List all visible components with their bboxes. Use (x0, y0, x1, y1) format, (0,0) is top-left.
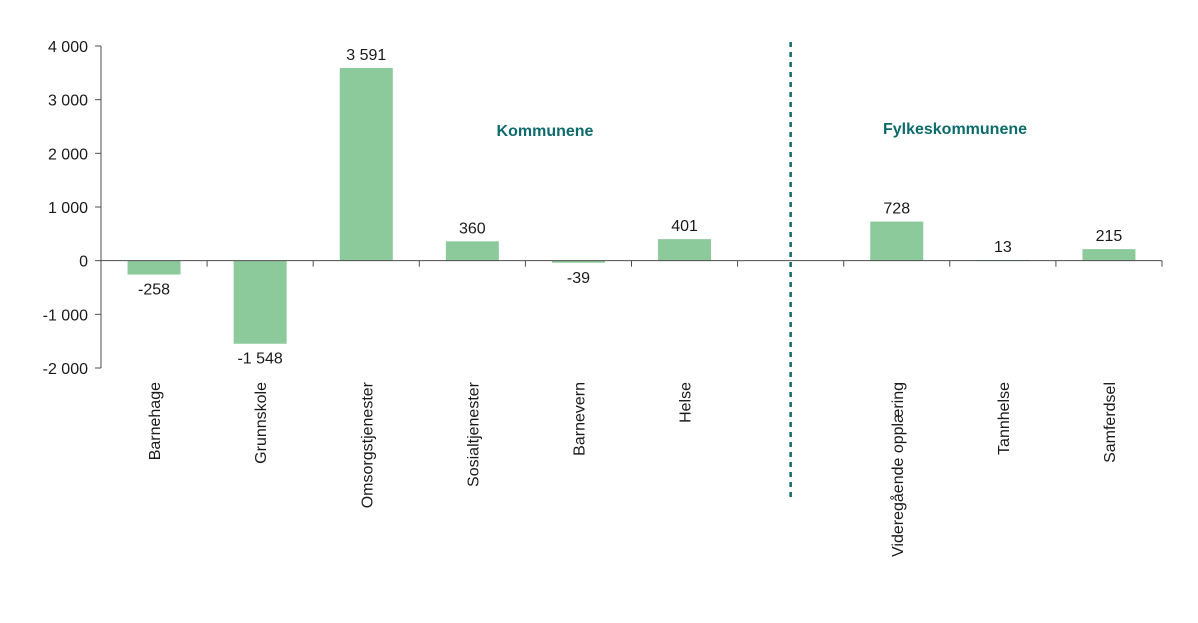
data-label: -258 (138, 282, 170, 299)
bar (870, 221, 924, 261)
y-tick-label: 3 000 (48, 93, 88, 110)
y-tick-label: 0 (79, 254, 88, 271)
data-label: 401 (671, 218, 698, 235)
data-label: 728 (883, 201, 910, 218)
category-label: Barnevern (571, 382, 588, 456)
y-tick-label: -2 000 (43, 361, 88, 378)
category-label: Videregående opplæring (889, 382, 907, 557)
data-label: -39 (567, 270, 590, 287)
bar (127, 260, 181, 275)
category-labels: Barnehage Grunnskole Omsorgstjenester Sosia… (147, 381, 1119, 557)
data-labels: -258 -1 548 3 591 360 -39 401 728 13 215 (138, 47, 1122, 368)
data-label: 13 (994, 239, 1012, 256)
bar (233, 260, 287, 344)
y-tick-label: -1 000 (43, 307, 88, 324)
data-label: 215 (1096, 228, 1123, 245)
y-tick-label: 2 000 (48, 146, 88, 163)
bar (339, 67, 393, 261)
data-label: 360 (459, 220, 486, 237)
bar (445, 241, 499, 261)
data-label: 3 591 (346, 47, 386, 64)
y-tick-label: 1 000 (48, 200, 88, 217)
category-label: Grunnskole (253, 382, 270, 464)
category-label: Sosialtjenester (465, 381, 482, 487)
bars (127, 67, 1136, 344)
category-label: Tannhelse (996, 382, 1013, 455)
category-label: Samferdsel (1102, 382, 1119, 463)
y-axis: 4 000 3 000 2 000 1 000 0 -1 000 -2 000 (43, 39, 102, 378)
y-tick-label: 4 000 (48, 39, 88, 56)
category-label: Omsorgstjenester (359, 381, 376, 508)
group-label-kommunene: Kommunene (497, 123, 594, 140)
category-label: Helse (678, 382, 695, 423)
x-axis (100, 260, 1163, 267)
group-label-fylkeskommunene: Fylkeskommunene (883, 121, 1027, 138)
category-label: Barnehage (147, 382, 164, 460)
bar (658, 239, 712, 261)
data-label: -1 548 (237, 351, 282, 368)
bar (551, 260, 605, 263)
bar (1082, 249, 1136, 261)
